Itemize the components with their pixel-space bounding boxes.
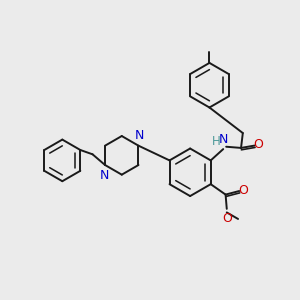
Text: N: N [100,169,109,182]
Text: N: N [134,129,144,142]
Text: O: O [222,212,232,225]
Text: O: O [254,138,263,152]
Text: H: H [212,135,220,148]
Text: N: N [219,133,229,146]
Text: O: O [238,184,248,197]
